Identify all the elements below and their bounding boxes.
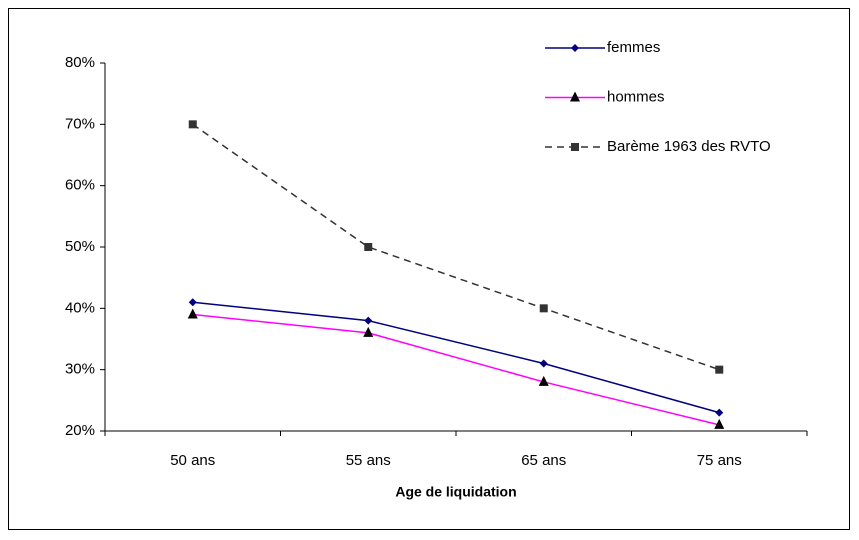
point — [538, 375, 549, 386]
y-tick-label: 50% — [65, 238, 95, 255]
x-axis-title: Age de liquidation — [395, 484, 516, 500]
x-tick-label: 55 ans — [346, 452, 391, 469]
point — [363, 326, 374, 337]
x-tick-label: 50 ans — [170, 452, 215, 469]
point — [188, 120, 197, 129]
legend-label: Barème 1963 des RVTO — [607, 138, 771, 155]
legend-marker — [571, 44, 579, 52]
point — [539, 304, 548, 313]
series-line — [192, 301, 720, 414]
y-tick-label: 40% — [65, 299, 95, 316]
point — [715, 408, 724, 417]
y-tick-label: 60% — [65, 177, 95, 194]
y-tick-label: 20% — [65, 422, 95, 439]
series-line — [192, 313, 720, 426]
legend-label: femmes — [607, 39, 660, 56]
point — [714, 418, 725, 429]
point — [539, 359, 548, 368]
y-tick-label: 80% — [65, 54, 95, 71]
x-tick-label: 65 ans — [521, 452, 566, 469]
y-tick-label: 30% — [65, 361, 95, 378]
legend-marker — [570, 91, 580, 102]
legend-marker — [571, 143, 579, 151]
legend-label: hommes — [607, 88, 665, 105]
x-tick-label: 75 ans — [697, 452, 742, 469]
point — [715, 365, 724, 374]
series-line — [192, 123, 720, 371]
point — [187, 308, 198, 319]
point — [364, 243, 373, 251]
point — [188, 298, 197, 307]
y-tick-label: 70% — [65, 115, 95, 132]
point — [364, 316, 373, 325]
